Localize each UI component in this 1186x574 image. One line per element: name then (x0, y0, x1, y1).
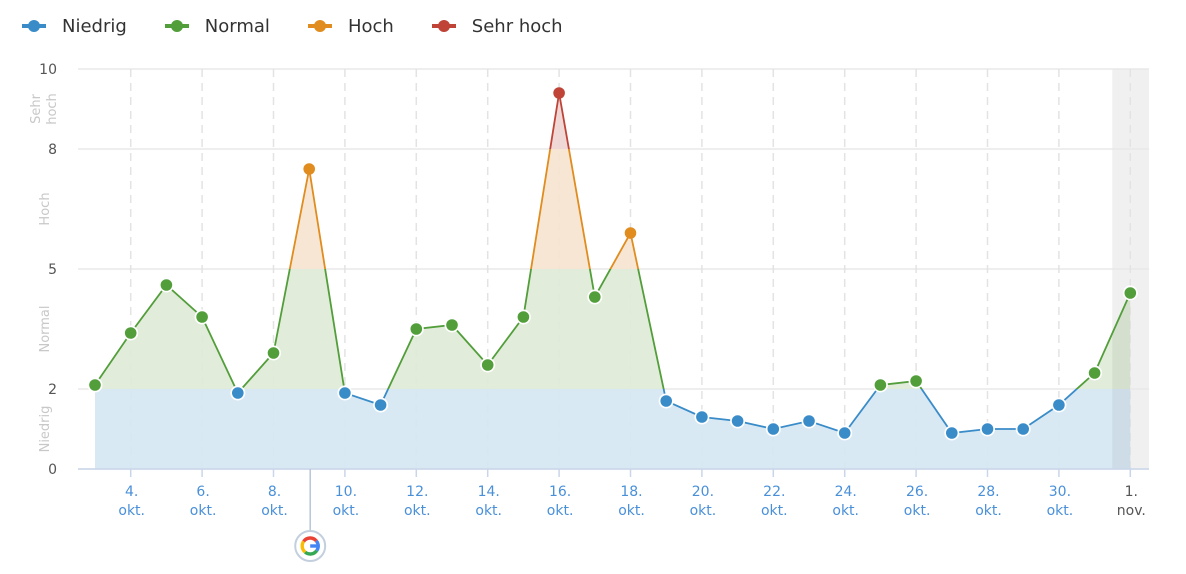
zone-label: Normal (38, 305, 53, 352)
data-point[interactable] (1053, 399, 1065, 411)
zone-label: Sehr (29, 93, 44, 123)
x-tick-label: okt. (618, 503, 645, 519)
x-tick-label: okt. (761, 503, 788, 519)
x-tick-label: 20. (692, 484, 714, 500)
y-tick-label: 8 (48, 142, 57, 158)
data-point[interactable] (838, 427, 851, 439)
x-tick-label: okt. (832, 503, 859, 519)
data-point[interactable] (410, 323, 423, 335)
zone-label: Niedrig (38, 406, 53, 453)
data-point[interactable] (517, 311, 530, 323)
x-tick-label: okt. (261, 503, 288, 519)
y-tick-label: 10 (39, 62, 57, 78)
legend-label: Normal (204, 15, 270, 37)
y-tick-label: 2 (48, 382, 57, 398)
data-point[interactable] (696, 411, 708, 423)
x-tick-label: okt. (118, 503, 145, 519)
x-tick-label: 1. (1125, 484, 1138, 500)
x-tick-label: 30. (1049, 484, 1071, 500)
legend-item-hoch[interactable]: Hoch (307, 15, 394, 37)
x-tick-label: nov. (1117, 503, 1146, 519)
data-point[interactable] (339, 387, 351, 399)
data-point[interactable] (553, 87, 565, 99)
data-point[interactable] (589, 291, 601, 303)
series-line (94, 269, 1132, 389)
y-tick-label: 0 (48, 462, 57, 478)
legend-label: Sehr hoch (471, 15, 563, 37)
data-point[interactable] (874, 379, 887, 391)
data-point[interactable] (160, 279, 173, 291)
data-point[interactable] (910, 375, 922, 387)
legend-marker-icon (164, 19, 189, 33)
x-tick-label: okt. (475, 503, 502, 519)
data-point[interactable] (731, 415, 744, 427)
x-tick-label: 4. (125, 484, 138, 500)
y-tick-label: 5 (48, 262, 57, 278)
google-update-icon[interactable] (294, 530, 327, 562)
data-point[interactable] (981, 423, 994, 435)
x-tick-label: 18. (620, 484, 642, 500)
data-point[interactable] (1124, 287, 1137, 299)
legend-item-niedrig[interactable]: Niedrig (22, 16, 127, 37)
legend-label: Niedrig (62, 15, 127, 37)
x-tick-label: okt. (1047, 503, 1074, 519)
data-point[interactable] (303, 163, 316, 175)
data-point[interactable] (89, 379, 101, 391)
x-tick-label: okt. (333, 503, 360, 519)
data-point[interactable] (624, 227, 637, 239)
legend-marker-icon (22, 19, 46, 33)
data-point[interactable] (767, 423, 780, 435)
data-point[interactable] (267, 347, 280, 359)
data-point[interactable] (124, 327, 137, 339)
x-tick-label: okt. (404, 503, 431, 519)
x-tick-label: 24. (835, 484, 857, 500)
x-tick-label: okt. (690, 503, 717, 519)
x-tick-label: okt. (975, 503, 1002, 519)
x-tick-label: 28. (977, 484, 999, 500)
zone-label: Hoch (38, 192, 53, 225)
x-tick-label: 22. (763, 484, 785, 500)
legend-label: Hoch (347, 15, 394, 37)
data-point[interactable] (1088, 367, 1101, 379)
data-point[interactable] (803, 415, 815, 427)
legend-item-sehr_hoch[interactable]: Sehr hoch (431, 15, 563, 37)
data-point[interactable] (446, 319, 458, 331)
legend-marker-icon (431, 19, 456, 33)
x-tick-label: okt. (547, 503, 574, 519)
legend-marker-icon (307, 19, 332, 33)
x-tick-label: 16. (549, 484, 571, 500)
legend-item-normal[interactable]: Normal (164, 15, 270, 37)
x-tick-label: 10. (335, 484, 357, 500)
data-point[interactable] (374, 399, 387, 411)
data-point[interactable] (660, 395, 672, 407)
x-tick-label: 26. (906, 484, 928, 500)
data-point[interactable] (232, 387, 244, 399)
data-point[interactable] (196, 311, 208, 323)
x-tick-label: okt. (904, 503, 931, 519)
x-tick-label: 8. (268, 484, 281, 500)
x-tick-label: 12. (406, 484, 428, 500)
data-point[interactable] (946, 427, 958, 439)
zone-label: hoch (45, 93, 60, 125)
data-point[interactable] (1017, 423, 1029, 435)
chart-legend: Niedrig Normal Hoch Sehr hoch (22, 14, 601, 38)
series-line (288, 149, 640, 269)
data-point[interactable] (481, 359, 494, 371)
x-tick-label: okt. (190, 503, 217, 519)
x-tick-label: 6. (196, 484, 209, 500)
x-tick-label: 14. (478, 484, 500, 500)
